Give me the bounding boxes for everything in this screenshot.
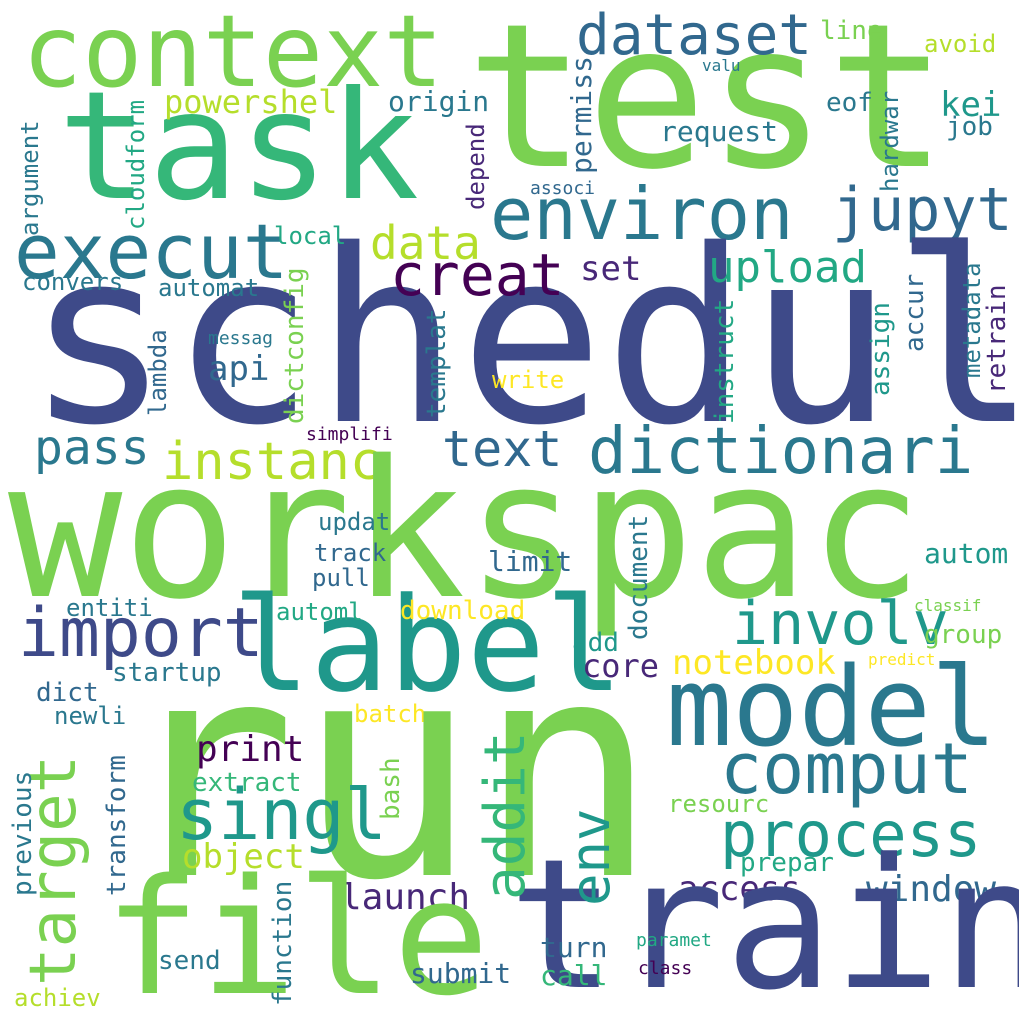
word-valu: valu (702, 56, 741, 75)
word-retrain: retrain (982, 284, 1012, 394)
word-launch: launch (340, 877, 471, 918)
word-notebook: notebook (672, 643, 836, 683)
word-import: import (18, 594, 264, 673)
word-document: document (624, 514, 654, 640)
word-bash: bash (376, 757, 406, 820)
word-paramet: paramet (636, 930, 712, 951)
word-object: object (182, 837, 305, 877)
word-extract: extract (192, 768, 302, 798)
word-cloudform: cloudform (122, 99, 150, 230)
word-limit: limit (488, 545, 573, 578)
word-dictionari: dictionari (588, 415, 974, 489)
word-achiev: achiev (14, 984, 101, 1012)
word-origin: origin (388, 85, 490, 118)
word-creat: creat (390, 241, 565, 309)
word-automat: automat (158, 274, 260, 302)
word-lambda: lambda (144, 329, 172, 416)
word-convers: convers (22, 268, 124, 296)
word-singl: env (559, 808, 622, 906)
word-task: task (58, 60, 420, 234)
word-window: window (866, 869, 997, 910)
word-schedul: schedul (26, 198, 1019, 478)
word-run: run (116, 597, 658, 946)
word-environ: environ (490, 172, 794, 256)
word-train: train (508, 821, 1019, 1019)
word-batch: batch (354, 700, 427, 728)
word-line: line (820, 16, 883, 46)
word-accur: accur (900, 273, 930, 352)
word-eof: eof (826, 88, 873, 118)
word-test: test (466, 0, 948, 214)
word-pull: pull (312, 564, 370, 592)
word-instruct: instruct (710, 298, 740, 424)
word-argument: argument (16, 120, 44, 236)
word-autom: autom (924, 537, 1009, 570)
word-turn: turn (540, 931, 608, 964)
word-pass: pass (34, 420, 150, 476)
word-print: print (196, 729, 305, 770)
word-avoid: avoid (924, 30, 997, 58)
word-function: function (268, 880, 298, 1006)
word-local: local (274, 222, 347, 250)
word-dict: dict (36, 678, 99, 708)
word-class: class (638, 958, 693, 979)
word-core: core (582, 647, 660, 685)
word-simplifi: simplifi (306, 424, 393, 445)
word-transform: transform (102, 755, 132, 896)
word-upload: upload (708, 242, 867, 293)
word-execut: execut (14, 207, 289, 296)
word-metadata: metadata (958, 262, 986, 378)
word-workspac: workspac (8, 420, 924, 641)
word-permiss: permiss (565, 55, 598, 174)
word-file: file (104, 844, 490, 1019)
word-request: request (660, 115, 779, 148)
word-newli: newli (54, 702, 127, 730)
word-dataset: dataset (576, 3, 813, 68)
word-job: job (946, 112, 993, 142)
word-text: text (442, 420, 563, 478)
word-addit: addit (473, 731, 538, 900)
word-automl: automl (276, 598, 363, 626)
word-download: download (400, 596, 526, 626)
word-jupyt: jupyt (832, 175, 1013, 245)
word-kei: kei (940, 85, 1002, 125)
word-model: model (666, 643, 998, 771)
word-add: add (572, 628, 619, 658)
word-prepar: prepar (740, 848, 834, 878)
word-powershel: powershel (164, 83, 338, 121)
word-call: call (540, 959, 608, 992)
word-data: data (370, 216, 481, 270)
word-depend: depend (462, 123, 490, 210)
word-dictconfig: dictconfig (280, 267, 310, 424)
word-templat: templat (422, 308, 452, 418)
word-send: send (158, 946, 221, 976)
word-submit: submit (410, 957, 512, 990)
word-group: group (924, 620, 1003, 650)
word-instanc: instanc (162, 432, 382, 492)
word-access: access (678, 869, 801, 909)
word-assign: assign (866, 302, 896, 396)
word-process: process (720, 798, 982, 871)
word-write: write (492, 366, 565, 394)
word-predict: predict (868, 650, 936, 669)
word-context: context (22, 0, 444, 110)
word-startup: startup (112, 658, 222, 688)
word-updat: updat (318, 508, 391, 536)
word-track: track (314, 539, 387, 567)
word-hardwar: hardwar (876, 90, 904, 192)
word-previous: previous (8, 770, 38, 896)
word-comput: comput (720, 728, 973, 810)
word-env: singl (176, 774, 387, 856)
word-entiti: entiti (66, 594, 153, 622)
word-label: label (232, 569, 624, 721)
word-messag: messag (208, 328, 274, 349)
word-resourc: resourc (668, 790, 770, 818)
word-set: set (580, 249, 642, 289)
word-classif: classif (914, 596, 982, 615)
word-associ: associ (530, 178, 596, 199)
word-involv: involv (732, 589, 949, 659)
word-api: api (208, 349, 270, 389)
